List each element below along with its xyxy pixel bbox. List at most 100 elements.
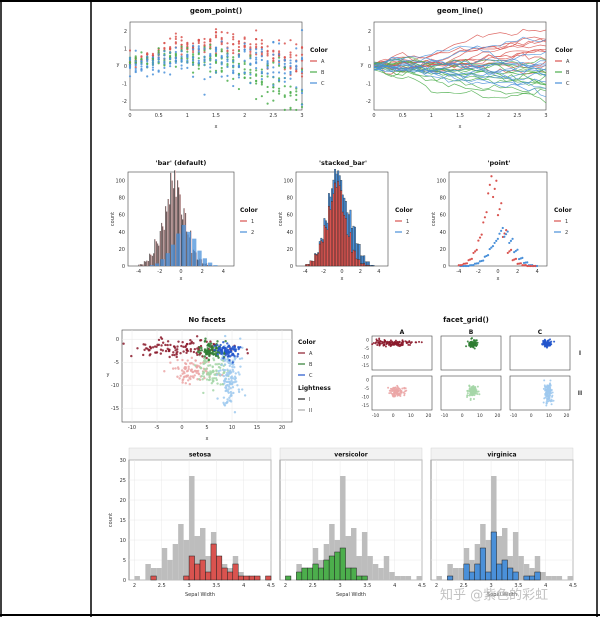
- scatter-point: [228, 355, 232, 358]
- bar-all: [405, 576, 412, 580]
- scatter-point: [216, 344, 219, 347]
- scatter-point: [151, 59, 155, 62]
- y-tick-label: 0: [122, 264, 125, 270]
- point-series-2: [503, 235, 506, 238]
- bar-series-1: [317, 253, 320, 267]
- scatter-point: [272, 90, 275, 93]
- point-series-2: [496, 237, 499, 240]
- scatter-point: [226, 60, 229, 63]
- scatter-point: [221, 346, 225, 349]
- x-tick-label: 4: [377, 269, 380, 275]
- bar-series-1: [191, 252, 193, 266]
- bar-all: [469, 560, 475, 580]
- point-series-2: [491, 244, 495, 248]
- scatter-point: [300, 105, 304, 109]
- bar-all: [205, 556, 211, 580]
- x-tick-label: 4.5: [267, 583, 275, 589]
- scatter-point: [204, 358, 207, 361]
- y-tick-label: 15: [120, 518, 126, 524]
- scatter-point: [249, 68, 252, 71]
- scatter-point: [186, 50, 189, 53]
- scatter-point: [222, 357, 225, 360]
- scatter-point: [246, 352, 249, 355]
- scatter-point: [225, 371, 229, 375]
- x-tick-label: 2: [243, 113, 246, 119]
- scatter-point: [277, 39, 281, 42]
- bar-series-2: [323, 218, 326, 226]
- legend-title: Color: [310, 47, 328, 54]
- y-tick-label: 40: [440, 230, 446, 236]
- scatter-point: [151, 52, 155, 55]
- scatter-point: [470, 337, 473, 340]
- scatter-point: [226, 50, 229, 53]
- scatter-point: [391, 340, 394, 343]
- scatter-point: [550, 389, 553, 392]
- scatter-point: [189, 369, 193, 372]
- plot-area: [440, 335, 502, 371]
- scatter-point: [219, 369, 222, 372]
- bar-species: [312, 563, 319, 581]
- scatter-point: [272, 71, 275, 74]
- legend-title: Color: [555, 47, 573, 54]
- scatter-point: [215, 369, 218, 373]
- scatter-point: [186, 66, 189, 69]
- scatter-point: [234, 348, 238, 351]
- scatter-point: [231, 352, 235, 356]
- scatter-point: [266, 45, 269, 48]
- bar-series-2: [332, 179, 335, 194]
- scatter-point: [300, 29, 304, 32]
- bar-series-1: [145, 261, 146, 266]
- scatter-point: [143, 348, 146, 352]
- scatter-point: [230, 382, 234, 385]
- scatter-point: [393, 395, 396, 398]
- scatter-point: [163, 370, 166, 373]
- x-tick-label: 3: [338, 583, 341, 589]
- scatter-point: [255, 48, 258, 51]
- scatter-point: [277, 92, 281, 95]
- bar-series-1-light: [167, 211, 168, 266]
- scatter-point: [230, 347, 233, 351]
- scatter-point: [220, 363, 223, 367]
- bar-species: [468, 571, 475, 581]
- scatter-point: [390, 343, 393, 346]
- bar-series-1: [314, 254, 317, 267]
- y-tick-label: 100: [115, 179, 125, 185]
- scatter-point: [180, 60, 183, 63]
- bar-series-1-light: [149, 253, 151, 266]
- x-tick-label: -4: [303, 269, 308, 275]
- scatter-point: [249, 50, 252, 53]
- scatter-point: [140, 69, 143, 72]
- bar-series-1: [320, 240, 323, 267]
- series-line: [373, 58, 547, 74]
- bar-series-2: [208, 262, 213, 266]
- scatter-point: [134, 65, 137, 69]
- scatter-point: [241, 346, 244, 350]
- scatter-point: [260, 50, 263, 53]
- scatter-point: [169, 343, 172, 347]
- scatter-point: [128, 75, 132, 78]
- scatter-point: [189, 377, 192, 381]
- bar-species: [490, 531, 497, 581]
- bar-series-1-light: [185, 213, 187, 266]
- bar-species: [243, 575, 250, 581]
- x-tick-label: 0: [179, 269, 182, 275]
- legend-item-label: A: [566, 59, 570, 65]
- bar-series-1: [354, 250, 356, 267]
- scatter-point: [260, 46, 263, 49]
- scatter-point: [260, 58, 263, 62]
- x-tick-label: -4: [136, 269, 141, 275]
- scatter-point: [220, 40, 223, 43]
- scatter-point: [255, 56, 258, 59]
- facet-panel: -10 0 10 20: [440, 375, 502, 419]
- scatter-point: [230, 392, 233, 396]
- bar-series-2: [176, 233, 181, 266]
- legend-title: Color: [395, 207, 413, 214]
- point-series-1: [487, 192, 490, 195]
- bar-species: [501, 559, 508, 581]
- scatter-point: [214, 34, 218, 37]
- scatter-point: [151, 73, 155, 76]
- y-tick-label: -2: [122, 99, 127, 105]
- point-series-1: [492, 195, 495, 199]
- x-axis-label: x: [497, 276, 500, 282]
- scatter-point: [164, 349, 168, 353]
